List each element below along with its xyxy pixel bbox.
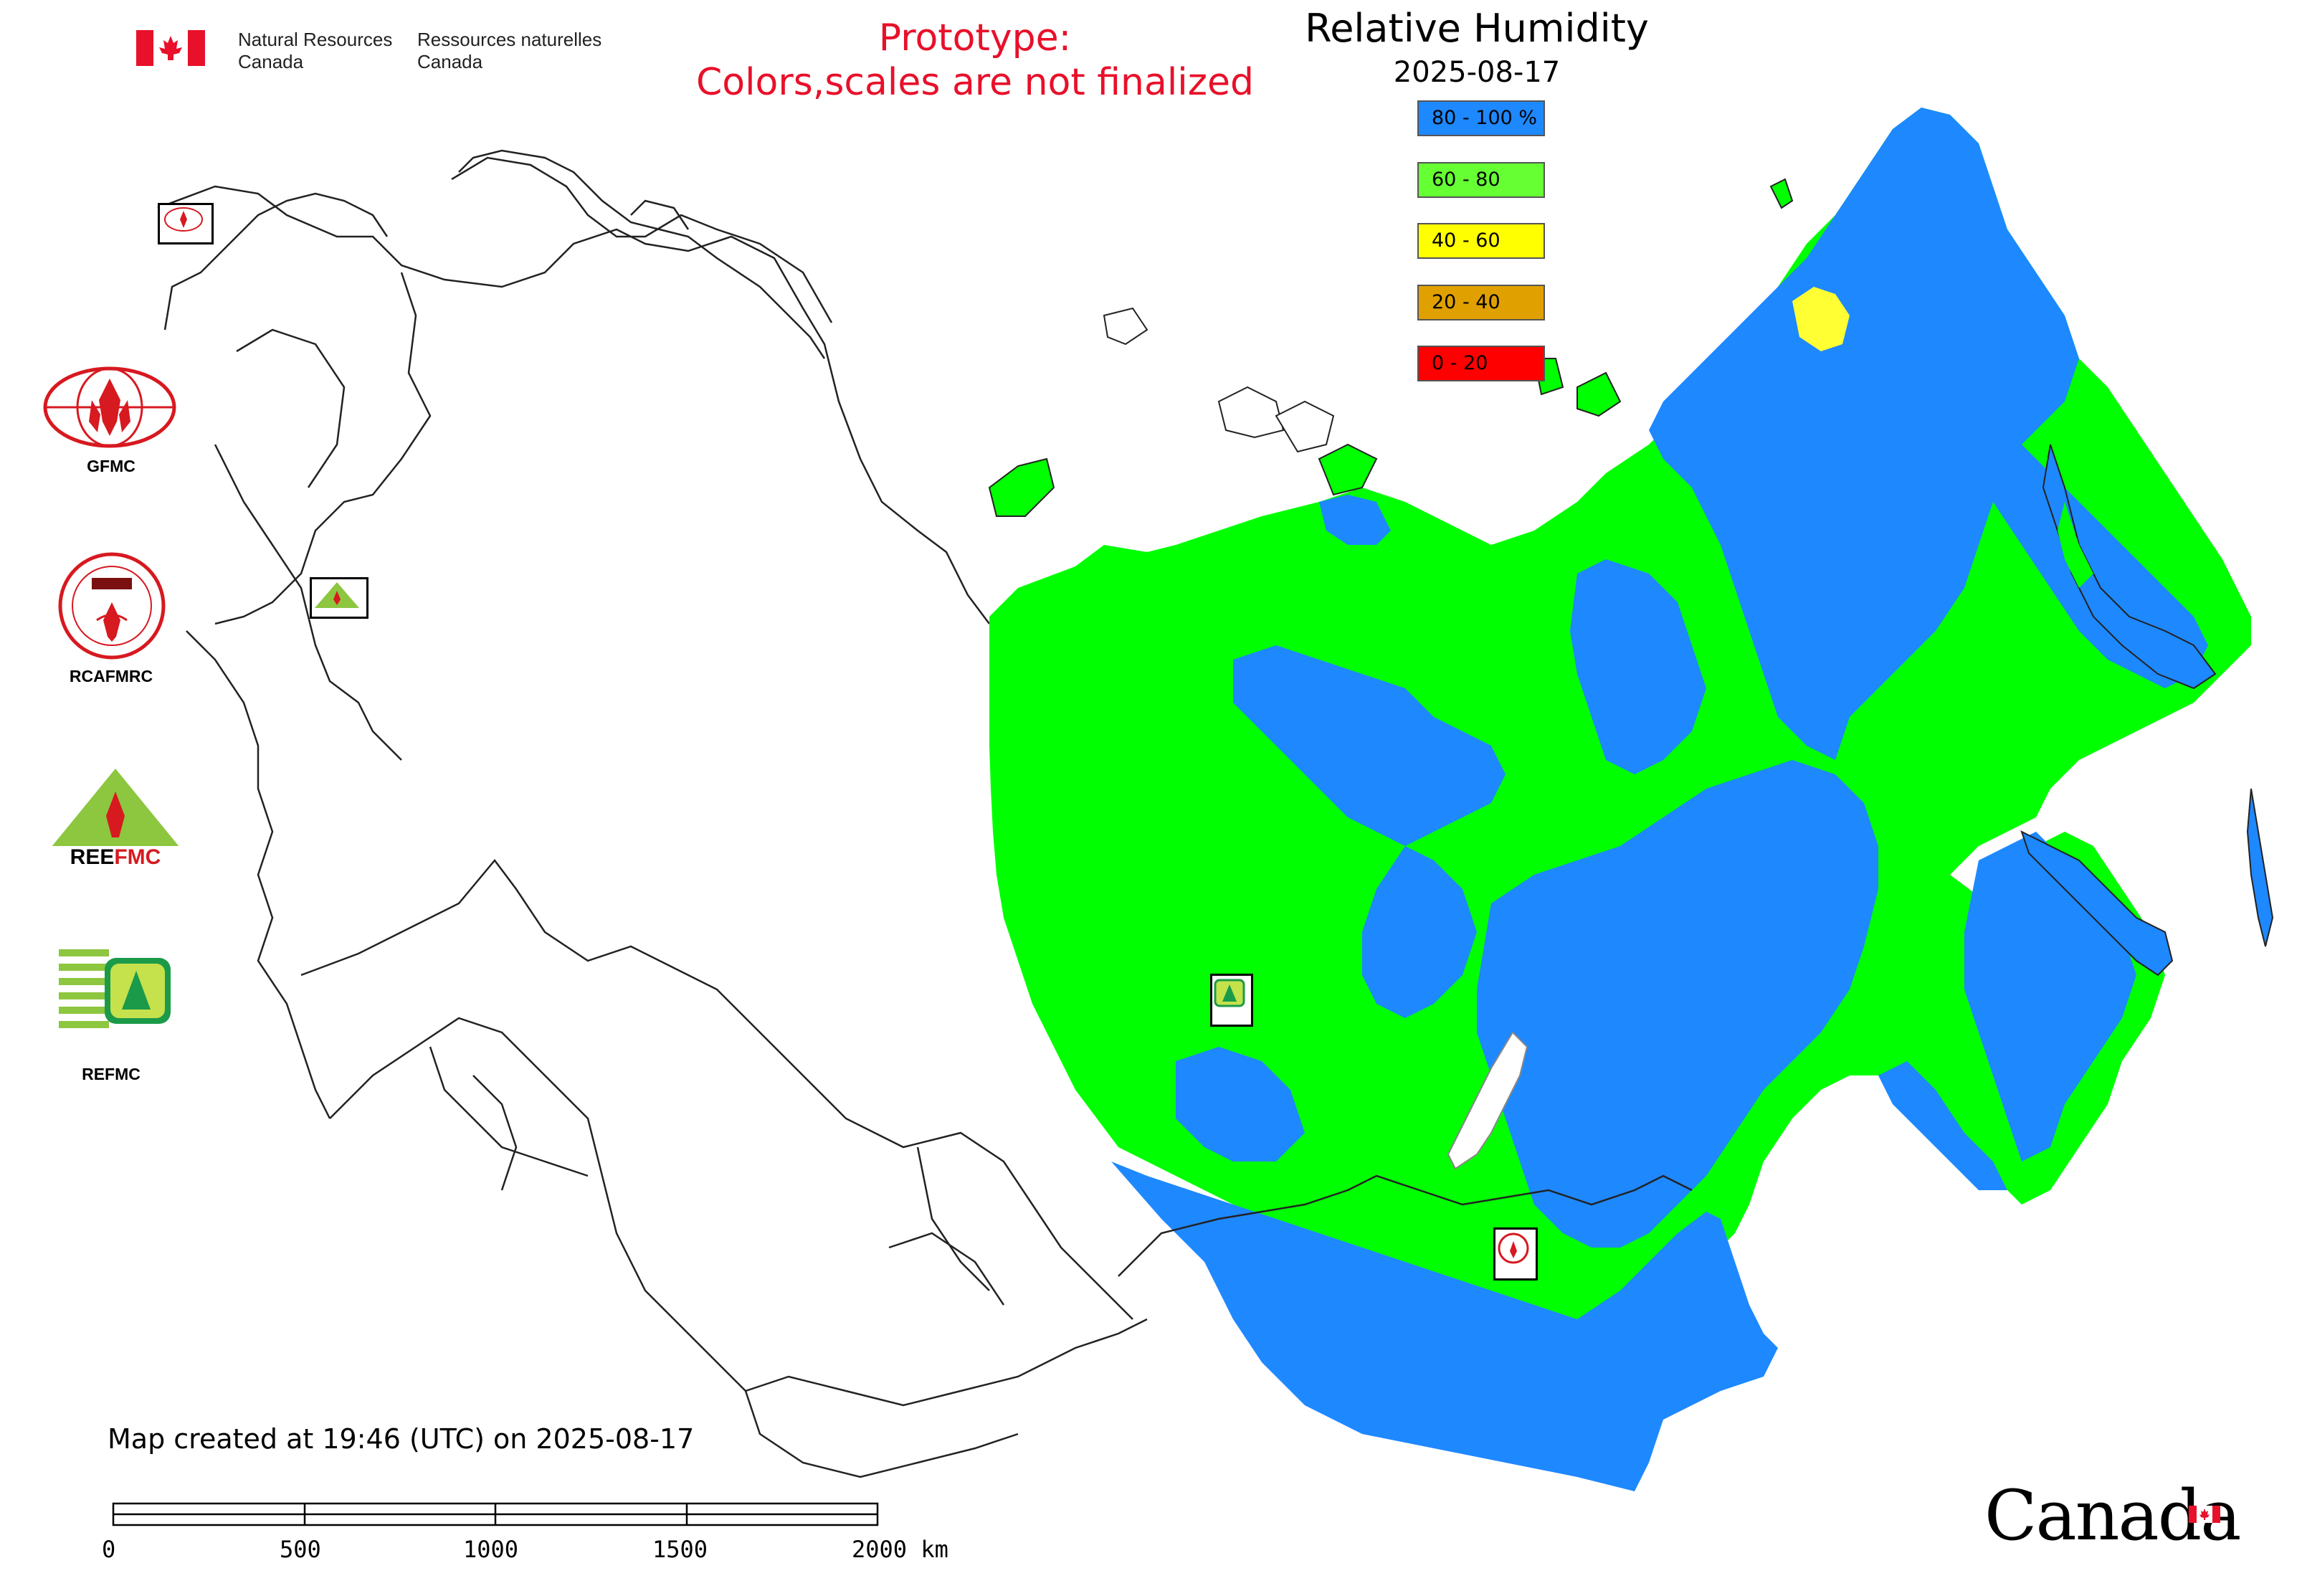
nrcan-english: Natural Resources Canada xyxy=(238,29,392,73)
reefmc-logo: REEFMC xyxy=(39,766,192,869)
legend-class-80-100: 80 - 100 % xyxy=(1417,100,1545,136)
nrcan-fr-line2: Canada xyxy=(417,51,483,72)
legend-class-60-80: 60 - 80 xyxy=(1417,162,1545,198)
arctic-islands xyxy=(1103,307,1335,453)
legend-date: 2025-08-17 xyxy=(1393,56,1561,89)
scale-bar xyxy=(112,1502,879,1526)
rcafmrc-logo xyxy=(57,552,166,660)
gfmc-logo xyxy=(42,364,178,450)
gfmc-label: GFMC xyxy=(87,457,135,475)
scale-tick-500: 500 xyxy=(280,1536,321,1563)
gfmc-map-marker xyxy=(158,203,214,244)
scale-tick-2000-km: 2000 km xyxy=(852,1536,948,1563)
nrcan-french: Ressources naturelles Canada xyxy=(417,29,601,73)
refmc-map-marker xyxy=(1210,974,1253,1027)
border-line xyxy=(1118,1174,1693,1277)
nrcan-fr-line1: Ressources naturelles xyxy=(417,29,602,50)
legend-class-40-60: 40 - 60 xyxy=(1417,223,1545,259)
nrcan-en-line2: Canada xyxy=(238,51,304,72)
canada-wordmark-flag-icon xyxy=(2189,1506,2220,1523)
rcafmrc-map-marker xyxy=(1493,1227,1538,1281)
scale-tick-0: 0 xyxy=(102,1536,116,1563)
humidity-blue-regions xyxy=(1111,108,2208,1491)
nrcan-en-line1: Natural Resources xyxy=(238,29,393,50)
canada-flag-icon xyxy=(136,30,205,66)
rcafmrc-label: RCAFMRC xyxy=(69,667,153,685)
humidity-yellow-patch xyxy=(1792,287,1850,351)
reefmc-map-marker xyxy=(310,577,368,619)
far-east-islands xyxy=(988,178,2274,977)
lake-baikal xyxy=(1447,1031,1528,1170)
prototype-line1: Prototype: xyxy=(878,16,1072,60)
country-outlines xyxy=(157,156,1148,1478)
legend-title: Relative Humidity xyxy=(1305,6,1649,51)
scale-tick-1500: 1500 xyxy=(652,1536,708,1563)
svg-text:REEFMC: REEFMC xyxy=(70,845,161,868)
prototype-line2: Colors,scales are not finalized xyxy=(695,61,1255,104)
refmc-label: REFMC xyxy=(82,1065,141,1083)
scale-tick-1000: 1000 xyxy=(463,1536,519,1563)
legend-class-0-20: 0 - 20 xyxy=(1417,346,1545,381)
scandinavia-outline xyxy=(163,149,826,359)
legend-class-20-40: 20 - 40 xyxy=(1417,285,1545,320)
prototype-notice: Prototype: Colors,scales are not finaliz… xyxy=(645,16,1305,105)
map-created-text: Map created at 19:46 (UTC) on 2025-08-17 xyxy=(108,1423,695,1455)
refmc-logo xyxy=(59,945,173,1034)
